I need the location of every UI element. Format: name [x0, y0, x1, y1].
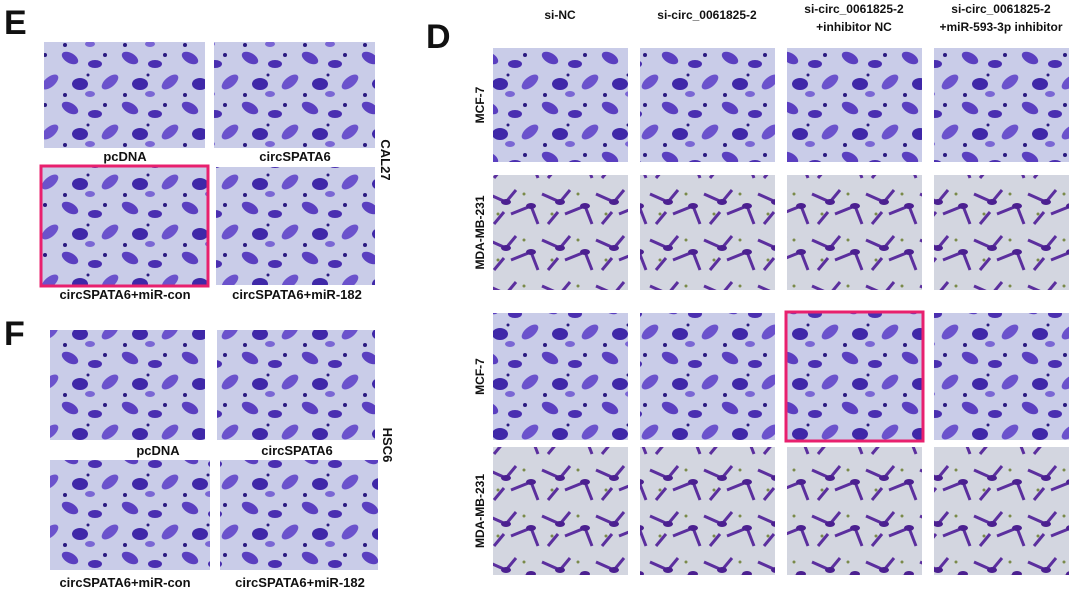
micrograph: [44, 42, 205, 148]
micrograph: [787, 313, 922, 440]
caption: circSPATA6: [259, 149, 331, 164]
caption: pcDNA: [103, 149, 147, 164]
caption: circSPATA6+miR-182: [232, 287, 362, 302]
micrograph: [493, 175, 628, 290]
caption: circSPATA6+miR-con: [59, 287, 190, 302]
micrograph: [217, 330, 375, 440]
micrograph: [640, 447, 775, 575]
micrograph: [216, 167, 375, 285]
micrograph: [787, 447, 922, 575]
panel-letter: E: [4, 4, 27, 42]
caption: circSPATA6+miR-con: [59, 575, 190, 590]
micrograph: [214, 42, 375, 148]
column-header: +miR-593-3p inhibitor: [939, 20, 1062, 34]
caption: circSPATA6: [261, 443, 333, 458]
micrograph: [42, 167, 207, 285]
micrograph: [934, 48, 1069, 162]
cell-line-label: CAL27: [378, 139, 393, 180]
column-header: si-circ_0061825-2: [951, 2, 1051, 16]
micrograph: [493, 313, 628, 440]
cell-line-label: HSC6: [380, 428, 395, 463]
micrograph: [787, 48, 922, 162]
micrograph: [934, 447, 1069, 575]
micrograph: [934, 175, 1069, 290]
micrograph: [220, 460, 378, 570]
panel-letter: D: [426, 18, 451, 56]
micrograph: [50, 330, 205, 440]
row-label: MCF-7: [473, 86, 487, 123]
micrograph: [50, 460, 210, 570]
caption: circSPATA6+miR-182: [235, 575, 365, 590]
row-label: MDA-MB-231: [473, 474, 487, 548]
micrograph: [934, 313, 1069, 440]
column-header: si-circ_0061825-2: [804, 2, 904, 16]
micrograph: [493, 48, 628, 162]
row-label: MCF-7: [473, 358, 487, 395]
panel-letter: F: [4, 315, 25, 353]
column-header: +inhibitor NC: [816, 20, 892, 34]
micrograph: [787, 175, 922, 290]
highlight-box: [39, 164, 210, 288]
highlight-box: [784, 310, 925, 443]
micrograph: [640, 175, 775, 290]
caption: pcDNA: [136, 443, 180, 458]
micrograph: [640, 48, 775, 162]
micrograph: [640, 313, 775, 440]
column-header: si-NC: [544, 8, 576, 22]
column-header: si-circ_0061825-2: [657, 8, 757, 22]
row-label: MDA-MB-231: [473, 195, 487, 269]
micrograph: [493, 447, 628, 575]
